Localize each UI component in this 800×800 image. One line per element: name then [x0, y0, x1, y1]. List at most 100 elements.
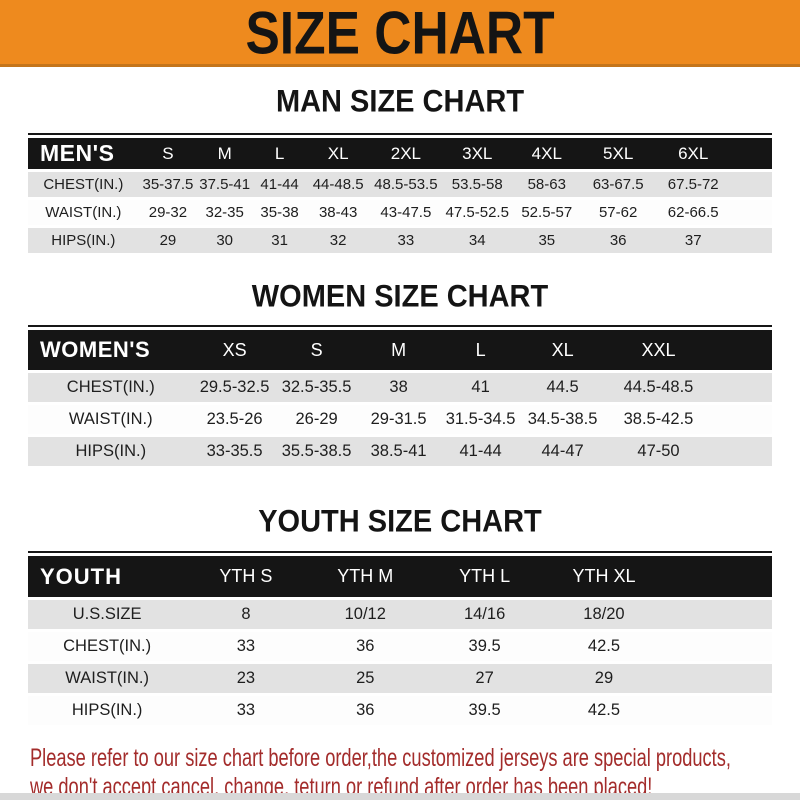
value-cell: 23.5-26 [193, 405, 276, 434]
value-cell: 48.5-53.5 [369, 172, 443, 197]
value-cell: 35 [512, 228, 582, 253]
value-cell: 44-47 [521, 437, 604, 466]
measurement-label-cell: WAIST(IN.) [28, 405, 194, 434]
size-column-header: XS [193, 330, 276, 370]
spacer-cell [663, 632, 772, 661]
size-table-header-row: YOUTH YTH S YTH M YTH L YTH XL [28, 556, 772, 597]
measurement-label-cell: CHEST(IN.) [28, 373, 194, 402]
value-cell: 44-48.5 [307, 172, 370, 197]
measurement-label-cell: WAIST(IN.) [28, 664, 187, 693]
value-cell: 34.5-38.5 [521, 405, 604, 434]
spacer-cell [731, 138, 772, 169]
value-cell: 35-38 [252, 200, 308, 225]
size-column-header: 5XL [581, 138, 655, 169]
value-cell: 47.5-52.5 [442, 200, 513, 225]
value-cell: 37 [654, 228, 732, 253]
value-cell: 32.5-35.5 [275, 373, 358, 402]
value-cell: 44.5-48.5 [603, 373, 714, 402]
value-cell: 53.5-58 [442, 172, 513, 197]
table-row: HIPS(IN.) 33 36 39.5 42.5 [28, 696, 772, 725]
women-section-heading: WOMEN SIZE CHART [251, 279, 549, 315]
size-column-header: XL [521, 330, 604, 370]
measurement-label-cell: U.S.SIZE [28, 600, 187, 629]
table-corner-label: YOUTH [28, 556, 187, 597]
value-cell: 44.5 [521, 373, 604, 402]
value-cell: 37.5-41 [197, 172, 253, 197]
value-cell: 47-50 [603, 437, 714, 466]
size-column-header: YTH M [305, 556, 425, 597]
value-cell: 38.5-42.5 [603, 405, 714, 434]
value-cell: 8 [186, 600, 306, 629]
size-table-header-row: MEN'S S M L XL 2XL 3XL 4XL 5XL 6XL [28, 138, 772, 169]
section-women: WOMEN SIZE CHART WOMEN'S XS S M L XL XXL CHEST(… [0, 279, 800, 469]
value-cell: 38 [357, 373, 440, 402]
measurement-label-cell: CHEST(IN.) [28, 632, 187, 661]
spacer-cell [663, 600, 772, 629]
spacer-cell [731, 228, 772, 253]
value-cell: 31 [252, 228, 308, 253]
page-title: SIZE CHART [245, 0, 555, 67]
value-cell: 34 [442, 228, 513, 253]
size-column-header: XL [307, 138, 370, 169]
value-cell: 18/20 [544, 600, 664, 629]
size-column-header: L [439, 330, 522, 370]
size-column-header: S [138, 138, 198, 169]
value-cell: 29-31.5 [357, 405, 440, 434]
footer-note-line-1: Please refer to our size chart before or… [30, 744, 731, 772]
value-cell: 35.5-38.5 [275, 437, 358, 466]
spacer-cell [713, 373, 772, 402]
spacer-cell [731, 200, 772, 225]
men-section-heading: MAN SIZE CHART [275, 84, 525, 120]
value-cell: 33 [186, 632, 306, 661]
value-cell: 26-29 [275, 405, 358, 434]
size-table-header-row: WOMEN'S XS S M L XL XXL [28, 330, 772, 370]
spacer-cell [663, 696, 772, 725]
table-row: WAIST(IN.) 29-32 32-35 35-38 38-43 43-47.5 47.… [28, 200, 772, 225]
value-cell: 32 [307, 228, 370, 253]
value-cell: 57-62 [581, 200, 655, 225]
value-cell: 33 [369, 228, 443, 253]
spacer-cell [663, 556, 772, 597]
value-cell: 58-63 [512, 172, 582, 197]
table-row: CHEST(IN.) 29.5-32.5 32.5-35.5 38 41 44.5 44.5… [28, 373, 772, 402]
value-cell: 29-32 [138, 200, 198, 225]
value-cell: 63-67.5 [581, 172, 655, 197]
youth-size-table: YOUTH YTH S YTH M YTH L YTH XL U.S.SIZE 8 10/12… [28, 551, 772, 728]
size-table: YOUTH YTH S YTH M YTH L YTH XL U.S.SIZE 8 10/12… [28, 553, 772, 728]
bottom-strip [0, 793, 800, 800]
spacer-cell [713, 405, 772, 434]
size-column-header: YTH L [424, 556, 545, 597]
value-cell: 29 [544, 664, 664, 693]
value-cell: 43-47.5 [369, 200, 443, 225]
value-cell: 10/12 [305, 600, 425, 629]
value-cell: 14/16 [424, 600, 545, 629]
size-column-header: 3XL [442, 138, 513, 169]
size-column-header: 4XL [512, 138, 582, 169]
spacer-cell [713, 330, 772, 370]
table-row: WAIST(IN.) 23 25 27 29 [28, 664, 772, 693]
value-cell: 62-66.5 [654, 200, 732, 225]
size-column-header: 6XL [654, 138, 732, 169]
size-column-header: L [252, 138, 308, 169]
value-cell: 41-44 [439, 437, 522, 466]
size-table: WOMEN'S XS S M L XL XXL CHEST(IN.) 29.5-32.5 32.5… [28, 327, 772, 469]
value-cell: 30 [197, 228, 253, 253]
value-cell: 31.5-34.5 [439, 405, 522, 434]
section-youth: YOUTH SIZE CHART YOUTH YTH S YTH M YTH L YTH… [0, 505, 800, 728]
value-cell: 36 [305, 696, 425, 725]
value-cell: 67.5-72 [654, 172, 732, 197]
measurement-label-cell: HIPS(IN.) [28, 437, 194, 466]
value-cell: 33 [186, 696, 306, 725]
table-corner-label: WOMEN'S [28, 330, 194, 370]
value-cell: 33-35.5 [193, 437, 276, 466]
size-column-header: 2XL [369, 138, 443, 169]
spacer-cell [663, 664, 772, 693]
measurement-label-cell: CHEST(IN.) [28, 172, 139, 197]
table-row: HIPS(IN.) 29 30 31 32 33 34 35 36 37 [28, 228, 772, 253]
measurement-label-cell: HIPS(IN.) [28, 228, 139, 253]
value-cell: 38.5-41 [357, 437, 440, 466]
table-row: U.S.SIZE 8 10/12 14/16 18/20 [28, 600, 772, 629]
size-column-header: YTH XL [544, 556, 664, 597]
table-row: HIPS(IN.) 33-35.5 35.5-38.5 38.5-41 41-44 44-… [28, 437, 772, 466]
